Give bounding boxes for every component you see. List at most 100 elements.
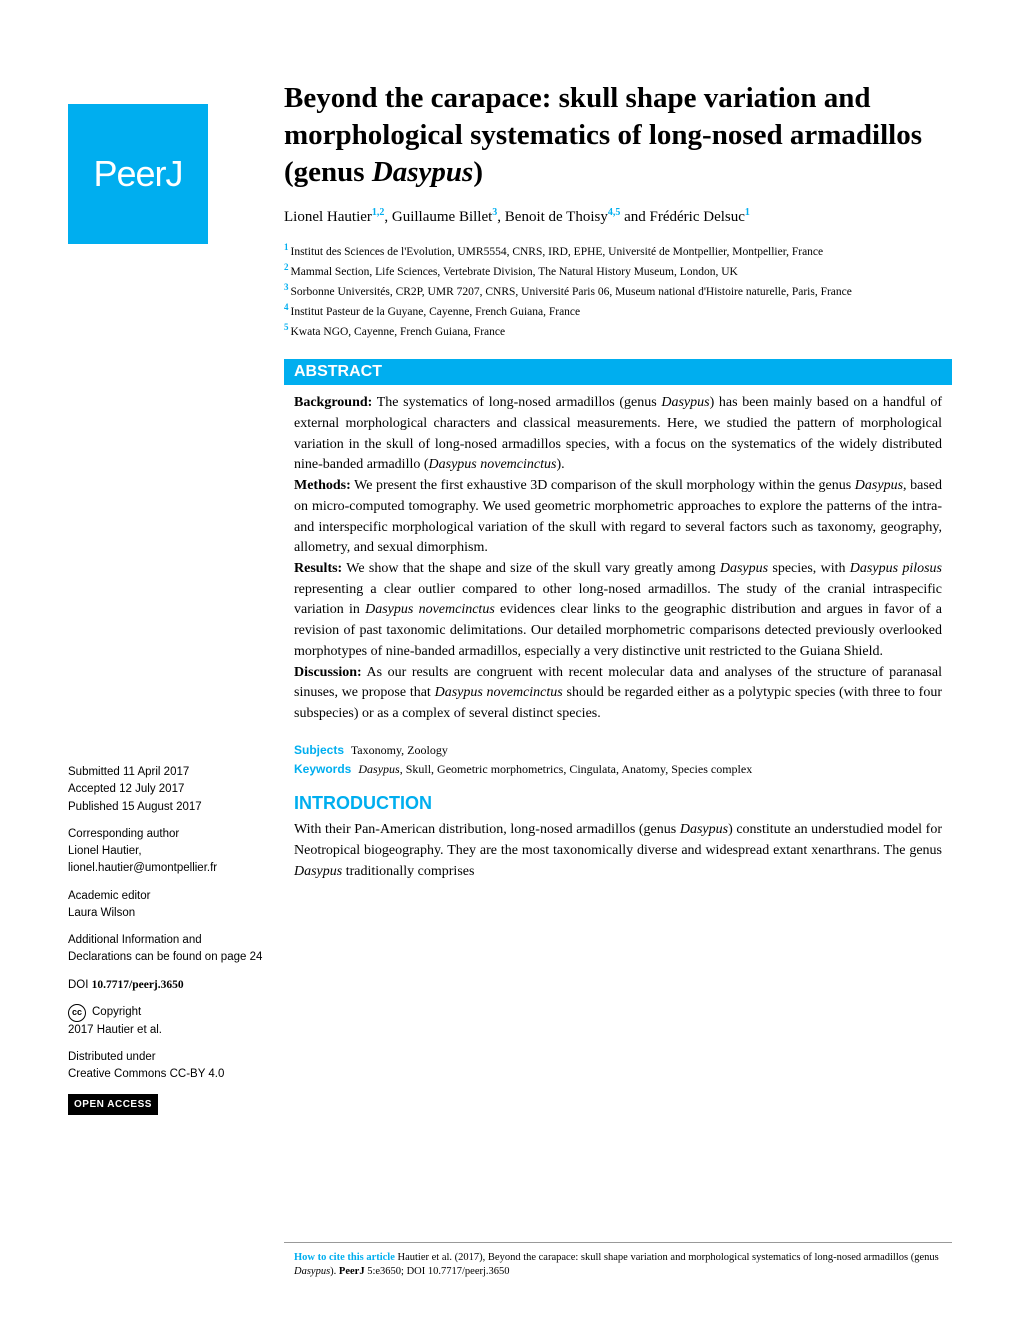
author-sep: , bbox=[497, 209, 505, 225]
author-3: Benoit de Thoisy4,5 bbox=[505, 209, 621, 225]
affiliation-4: 4Institut Pasteur de la Guyane, Cayenne,… bbox=[284, 301, 952, 321]
affil-num: 1 bbox=[284, 242, 289, 252]
metadata-sidebar: Submitted 11 April 2017 Accepted 12 July… bbox=[68, 764, 268, 1125]
open-access-block: OPEN ACCESS bbox=[68, 1094, 268, 1115]
corresponding-name: Lionel Hautier, bbox=[68, 843, 268, 860]
affil-num: 5 bbox=[284, 322, 289, 332]
author-and: and bbox=[620, 209, 649, 225]
accepted-date: 12 July 2017 bbox=[119, 783, 184, 795]
dates-block: Submitted 11 April 2017 Accepted 12 July… bbox=[68, 764, 268, 816]
accepted-label: Accepted bbox=[68, 783, 119, 795]
author-name: Guillaume Billet bbox=[392, 209, 492, 225]
citation-text: ). bbox=[330, 1266, 339, 1277]
keywords-row: Keywords Dasypus, Skull, Geometric morph… bbox=[294, 760, 942, 779]
affil-text: Sorbonne Universités, CR2P, UMR 7207, CN… bbox=[291, 286, 852, 298]
doi-label: DOI bbox=[68, 979, 92, 991]
subjects-row: Subjects Taxonomy, Zoology bbox=[294, 741, 942, 760]
keywords-italic: Dasypus bbox=[358, 762, 399, 776]
author-4: Frédéric Delsuc1 bbox=[650, 209, 750, 225]
abstract-italic: Dasypus bbox=[720, 561, 768, 576]
author-1: Lionel Hautier1,2 bbox=[284, 209, 384, 225]
title-genus-italic: Dasypus bbox=[372, 156, 474, 188]
intro-italic: Dasypus bbox=[294, 864, 342, 879]
author-affil-sup: 1,2 bbox=[372, 207, 385, 218]
abstract-italic: Dasypus novemcinctus bbox=[365, 602, 495, 617]
affiliation-3: 3Sorbonne Universités, CR2P, UMR 7207, C… bbox=[284, 281, 952, 301]
affiliation-1: 1Institut des Sciences de l'Evolution, U… bbox=[284, 241, 952, 261]
abstract-text: We show that the shape and size of the s… bbox=[342, 561, 720, 576]
published-label: Published bbox=[68, 801, 122, 813]
abstract-italic: Dasypus pilosus bbox=[850, 561, 942, 576]
abstract-text: We present the first exhaustive 3D compa… bbox=[351, 478, 855, 493]
peerj-logo-text: PeerJ bbox=[93, 153, 182, 195]
author-affil-sup: 4,5 bbox=[608, 207, 621, 218]
license-block: Distributed under Creative Commons CC-BY… bbox=[68, 1049, 268, 1084]
peerj-logo: PeerJ bbox=[68, 104, 208, 244]
copyright-block: cc Copyright 2017 Hautier et al. bbox=[68, 1004, 268, 1039]
affil-text: Institut Pasteur de la Guyane, Cayenne, … bbox=[291, 306, 581, 318]
citation-italic: Dasypus bbox=[294, 1266, 330, 1277]
abstract-italic: Dasypus bbox=[855, 478, 903, 493]
intro-italic: Dasypus bbox=[680, 822, 728, 837]
citation-journal: PeerJ bbox=[339, 1266, 367, 1277]
author-affil-sup: 1 bbox=[745, 207, 750, 218]
open-access-badge: OPEN ACCESS bbox=[68, 1094, 158, 1115]
abstract-text: ). bbox=[556, 457, 564, 472]
keywords-text: , Skull, Geometric morphometrics, Cingul… bbox=[400, 762, 753, 776]
citation-text: Hautier et al. (2017), Beyond the carapa… bbox=[398, 1252, 939, 1263]
editor-block: Academic editor Laura Wilson bbox=[68, 888, 268, 923]
corresponding-email[interactable]: lionel.hautier@umontpellier.fr bbox=[68, 860, 268, 877]
affil-num: 2 bbox=[284, 262, 289, 272]
doi-value[interactable]: 10.7717/peerj.3650 bbox=[92, 979, 184, 991]
doi-block: DOI 10.7717/peerj.3650 bbox=[68, 977, 268, 994]
affiliation-2: 2Mammal Section, Life Sciences, Vertebra… bbox=[284, 261, 952, 281]
main-content: Beyond the carapace: skull shape variati… bbox=[284, 80, 952, 882]
affiliations-list: 1Institut des Sciences de l'Evolution, U… bbox=[284, 241, 952, 341]
editor-label: Academic editor bbox=[68, 888, 268, 905]
intro-text: With their Pan-American distribution, lo… bbox=[294, 822, 680, 837]
abstract-header: ABSTRACT bbox=[284, 359, 952, 385]
subjects-text: Taxonomy, Zoology bbox=[351, 743, 448, 757]
copyright-text: 2017 Hautier et al. bbox=[68, 1022, 268, 1039]
editor-name: Laura Wilson bbox=[68, 905, 268, 922]
affil-text: Kwata NGO, Cayenne, French Guiana, Franc… bbox=[291, 326, 506, 338]
copyright-label: Copyright bbox=[92, 1004, 141, 1021]
author-name: Benoit de Thoisy bbox=[505, 209, 608, 225]
abstract-results-label: Results: bbox=[294, 561, 342, 576]
abstract-text: species, with bbox=[768, 561, 850, 576]
distributed-label: Distributed under bbox=[68, 1049, 268, 1066]
affil-text: Institut des Sciences de l'Evolution, UM… bbox=[291, 246, 824, 258]
abstract-discussion-label: Discussion: bbox=[294, 665, 362, 680]
abstract-italic: Dasypus bbox=[661, 395, 709, 410]
submitted-label: Submitted bbox=[68, 766, 123, 778]
keywords-label: Keywords bbox=[294, 762, 351, 776]
corresponding-label: Corresponding author bbox=[68, 826, 268, 843]
abstract-italic: Dasypus novemcinctus bbox=[435, 685, 563, 700]
author-list: Lionel Hautier1,2, Guillaume Billet3, Be… bbox=[284, 205, 952, 229]
author-name: Frédéric Delsuc bbox=[650, 209, 745, 225]
abstract-text: The systematics of long-nosed armadillos… bbox=[372, 395, 661, 410]
author-sep: , bbox=[384, 209, 392, 225]
cc-icon: cc bbox=[68, 1004, 86, 1022]
citation-footer: How to cite this article Hautier et al. … bbox=[284, 1242, 952, 1280]
subjects-label: Subjects bbox=[294, 743, 344, 757]
affil-num: 4 bbox=[284, 302, 289, 312]
introduction-header: INTRODUCTION bbox=[284, 793, 952, 814]
abstract-bg-label: Background: bbox=[294, 395, 372, 410]
distributed-text[interactable]: Creative Commons CC-BY 4.0 bbox=[68, 1066, 268, 1083]
abstract-methods-label: Methods: bbox=[294, 478, 351, 493]
citation-text: 5:e3650; DOI 10.7717/peerj.3650 bbox=[367, 1266, 509, 1277]
intro-text: traditionally comprises bbox=[342, 864, 474, 879]
submitted-date: 11 April 2017 bbox=[123, 766, 189, 778]
subjects-keywords-block: Subjects Taxonomy, Zoology Keywords Dasy… bbox=[284, 741, 952, 779]
corresponding-author-block: Corresponding author Lionel Hautier, lio… bbox=[68, 826, 268, 878]
title-text-post: ) bbox=[473, 156, 483, 188]
additional-info-block: Additional Information and Declarations … bbox=[68, 932, 268, 967]
affiliation-5: 5Kwata NGO, Cayenne, French Guiana, Fran… bbox=[284, 321, 952, 341]
abstract-italic: Dasypus novemcinctus bbox=[429, 457, 557, 472]
author-2: Guillaume Billet3 bbox=[392, 209, 497, 225]
author-name: Lionel Hautier bbox=[284, 209, 372, 225]
affil-num: 3 bbox=[284, 282, 289, 292]
introduction-body: With their Pan-American distribution, lo… bbox=[284, 820, 952, 882]
citation-label: How to cite this article bbox=[294, 1252, 398, 1263]
